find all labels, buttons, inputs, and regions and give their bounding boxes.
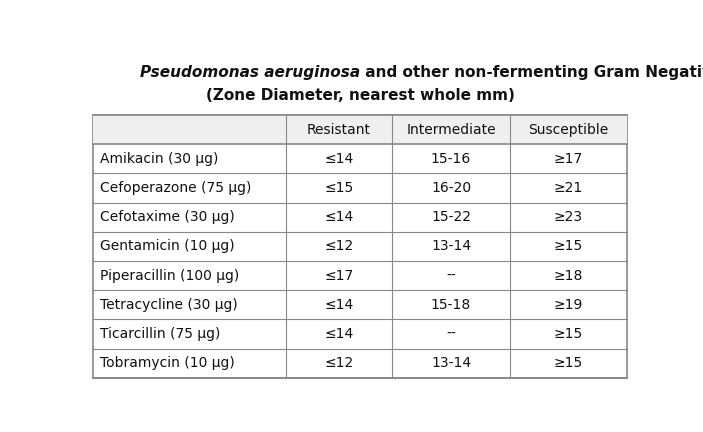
Text: Resistant: Resistant: [307, 123, 371, 137]
Text: ≤12: ≤12: [324, 356, 354, 370]
Text: 15-18: 15-18: [431, 298, 471, 312]
Text: 13-14: 13-14: [431, 356, 471, 370]
Text: Intermediate: Intermediate: [406, 123, 496, 137]
Bar: [93, 115, 627, 144]
Text: Tetracycline (30 μg): Tetracycline (30 μg): [101, 298, 238, 312]
Text: Amikacin (30 μg): Amikacin (30 μg): [101, 152, 219, 166]
Text: ≤14: ≤14: [324, 152, 354, 166]
Text: (Zone Diameter, nearest whole mm): (Zone Diameter, nearest whole mm): [206, 89, 515, 103]
Text: ≤14: ≤14: [324, 210, 354, 224]
Text: ≤14: ≤14: [324, 327, 354, 341]
Text: ≤17: ≤17: [324, 269, 354, 283]
Text: Cefotaxime (30 μg): Cefotaxime (30 μg): [101, 210, 236, 224]
Text: ≤14: ≤14: [324, 298, 354, 312]
Text: Ticarcillin (75 μg): Ticarcillin (75 μg): [101, 327, 221, 341]
Text: ≤15: ≤15: [324, 181, 354, 195]
Text: Pseudomonas aeruginosa: Pseudomonas aeruginosa: [140, 65, 361, 80]
Text: ≥17: ≥17: [554, 152, 583, 166]
Text: ≤12: ≤12: [324, 239, 354, 254]
Text: Cefoperazone (75 μg): Cefoperazone (75 μg): [101, 181, 252, 195]
Text: ≥23: ≥23: [554, 210, 583, 224]
Text: ≥19: ≥19: [554, 298, 583, 312]
Text: --: --: [446, 327, 456, 341]
Text: Piperacillin (100 μg): Piperacillin (100 μg): [101, 269, 240, 283]
Text: --: --: [446, 269, 456, 283]
Text: 16-20: 16-20: [431, 181, 471, 195]
Text: 15-22: 15-22: [431, 210, 471, 224]
Text: Gentamicin (10 μg): Gentamicin (10 μg): [101, 239, 235, 254]
Text: Susceptible: Susceptible: [529, 123, 609, 137]
Text: 15-16: 15-16: [431, 152, 471, 166]
Text: and other non-fermenting Gram Negative Rods: and other non-fermenting Gram Negative R…: [361, 65, 703, 80]
Text: Tobramycin (10 μg): Tobramycin (10 μg): [101, 356, 236, 370]
Text: ≥15: ≥15: [554, 327, 583, 341]
Text: ≥18: ≥18: [554, 269, 583, 283]
Text: 13-14: 13-14: [431, 239, 471, 254]
Text: ≥15: ≥15: [554, 239, 583, 254]
Text: ≥15: ≥15: [554, 356, 583, 370]
Text: ≥21: ≥21: [554, 181, 583, 195]
